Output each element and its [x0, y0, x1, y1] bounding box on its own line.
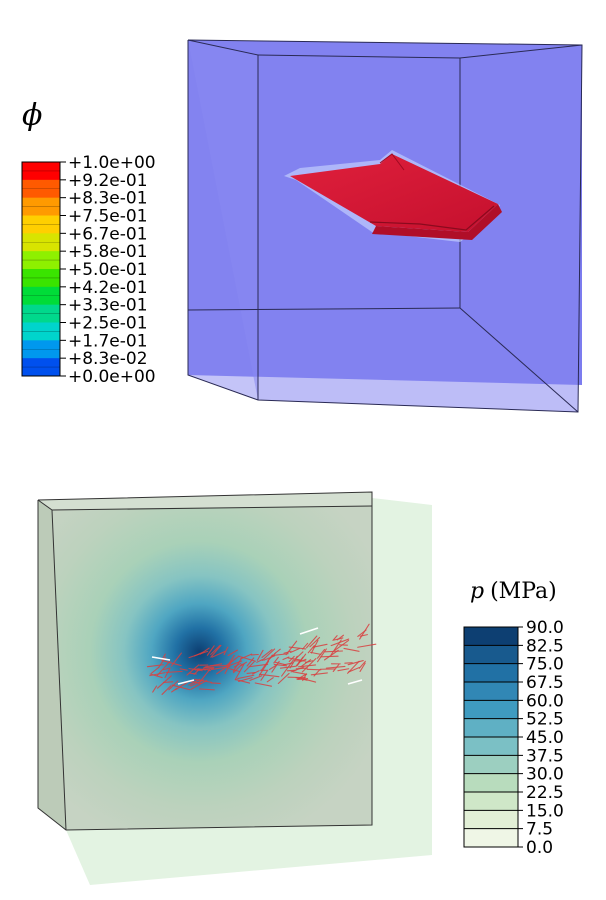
- phi-colorbar-segment: [22, 162, 60, 181]
- pressure-colorbar-segment: [464, 773, 518, 793]
- crack-edge: [372, 204, 502, 240]
- phi-colorbar: +1.0e+00+9.2e-01+8.3e-01+7.5e-01+6.7e-01…: [21, 153, 156, 387]
- phi-legend-title: ϕ: [22, 98, 42, 133]
- phi-colorbar-segment: [22, 179, 60, 199]
- phi-tick-label: +4.2e-01: [68, 278, 148, 298]
- pressure-tick-label: 67.5: [526, 673, 564, 693]
- pressure-colorbar-segment: [464, 810, 518, 830]
- phi-colorbar-segment: [22, 304, 60, 323]
- pressure-tick-label: 7.5: [526, 820, 553, 840]
- pressure-tick-label: 82.5: [526, 636, 564, 656]
- pressure-colorbar-segment: [464, 718, 518, 738]
- block-edges: [37, 491, 373, 831]
- phi-tick-label: +3.3e-01: [68, 296, 148, 316]
- crack-top: [290, 154, 498, 232]
- phi-tick-label: +8.3e-02: [68, 349, 148, 369]
- pressure-tick-label: 15.0: [526, 801, 564, 821]
- phi-colorbar-segment: [22, 286, 60, 306]
- phi-colorbar-segment: [22, 358, 60, 377]
- crack-surface: [284, 150, 502, 242]
- pressure-colorbar-segment: [464, 645, 518, 665]
- phi-colorbar-segment: [22, 269, 60, 288]
- pressure-tick-label: 75.0: [526, 655, 564, 675]
- phi-colorbar-segment: [22, 215, 60, 234]
- pressure-colorbar-segment: [464, 700, 518, 720]
- phi-colorbar-segment: [22, 322, 60, 341]
- pressure-tick-label: 0.0: [526, 838, 553, 858]
- pressure-colorbar-segment: [464, 828, 518, 848]
- pressure-colorbar-segment: [464, 755, 518, 775]
- phi-colorbar-segment: [22, 251, 60, 270]
- phi-tick-label: +5.0e-01: [68, 260, 148, 280]
- pressure-colorbar-segment: [464, 627, 518, 646]
- block-top: [38, 492, 372, 510]
- phi-tick-label: +5.8e-01: [68, 242, 148, 262]
- pressure-colorbar-segment: [464, 792, 518, 811]
- phi-colorbar-segment: [22, 197, 60, 216]
- pressure-tick-label: 52.5: [526, 710, 564, 730]
- phi-tick-label: +8.3e-01: [68, 189, 148, 209]
- pressure-tick-label: 30.0: [526, 765, 564, 785]
- pressure-colorbar-segment: [464, 663, 518, 683]
- phi-tick-label: +2.5e-01: [68, 314, 148, 334]
- phi-tick-label: +0.0e+00: [68, 367, 156, 387]
- phi-tick-label: +1.7e-01: [68, 331, 148, 351]
- pressure-tick-label: 22.5: [526, 783, 564, 803]
- phi-tick-label: +9.2e-01: [68, 171, 148, 191]
- fracture-flow-vectors: [146, 623, 377, 695]
- phi-tick-label: +1.0e+00: [68, 153, 156, 173]
- pressure-tick-label: 37.5: [526, 746, 564, 766]
- pressure-colorbar-segment: [464, 682, 518, 701]
- phi-colorbar-segment: [22, 340, 60, 359]
- pressure-tick-label: 90.0: [526, 618, 564, 638]
- pressure-tick-label: 60.0: [526, 691, 564, 711]
- cube-edges: [187, 39, 583, 413]
- phi-colorbar-segment: [22, 233, 60, 252]
- phi-tick-label: +6.7e-01: [68, 224, 148, 244]
- cube-side-face: [188, 40, 258, 400]
- pressure-colorbar: 90.082.575.067.560.052.545.037.530.022.5…: [463, 618, 564, 858]
- pressure-panel: p (MPa) 90.082.575.067.560.052.545.037.53…: [37, 491, 564, 885]
- pressure-colorbar-segment: [464, 737, 518, 756]
- pressure-legend-title: p (MPa): [470, 579, 557, 604]
- phi-panel: ϕ +1.0e+00+9.2e-01+8.3e-01+7.5e-01+6.7e-…: [21, 39, 583, 413]
- phi-tick-label: +7.5e-01: [68, 207, 148, 227]
- pressure-tick-label: 45.0: [526, 728, 564, 748]
